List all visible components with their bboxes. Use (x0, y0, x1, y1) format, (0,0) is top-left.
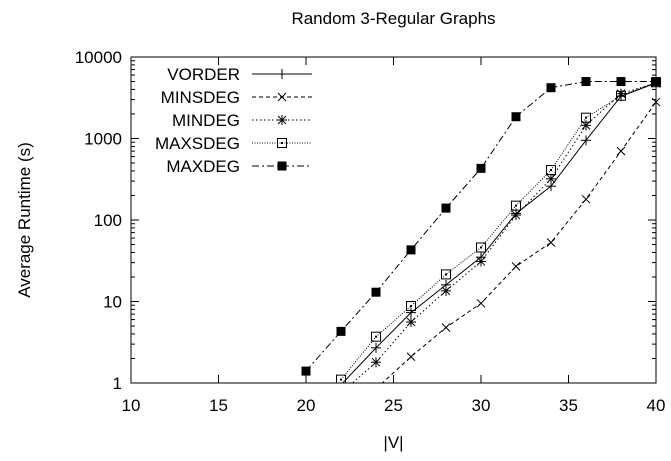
series-line-minsdeg (381, 101, 656, 383)
data-point (441, 323, 451, 332)
x-tick-label: 40 (647, 396, 666, 415)
x-tick-label: 20 (297, 396, 316, 415)
y-tick-label: 10000 (75, 48, 122, 67)
data-point (581, 112, 591, 123)
legend-marker (277, 138, 287, 148)
data-point (406, 301, 416, 312)
data-point (616, 146, 626, 156)
legend-marker (277, 92, 287, 102)
data-point (406, 317, 416, 328)
data-point (476, 242, 486, 253)
legend-label: MAXSDEG (155, 134, 240, 153)
data-point (301, 366, 311, 376)
data-point (441, 203, 451, 213)
chart-title: Random 3-Regular Graphs (291, 9, 495, 28)
data-point (546, 173, 556, 184)
data-point (441, 285, 451, 296)
y-axis-title: Average Runtime (s) (15, 142, 34, 298)
data-point (511, 112, 521, 122)
legend-marker (277, 115, 287, 125)
data-point (336, 374, 346, 383)
y-tick-label: 10 (103, 293, 122, 312)
data-point (546, 238, 556, 247)
series-line-maxdeg (305, 81, 656, 372)
legend-label: VORDER (167, 65, 240, 84)
legend-marker (277, 161, 287, 171)
data-point (616, 77, 626, 87)
x-axis-title: |V| (383, 433, 403, 452)
data-point (336, 326, 346, 336)
data-point (406, 245, 416, 255)
data-point (581, 135, 591, 146)
data-point (371, 342, 381, 353)
data-point (546, 165, 556, 176)
legend-item-maxdeg: MAXDEG (166, 157, 312, 176)
data-point (406, 352, 416, 362)
data-point (511, 210, 521, 221)
series-group (301, 77, 661, 383)
y-tick-label: 1 (113, 374, 122, 393)
series-mindeg (351, 77, 661, 383)
legend-label: MAXDEG (166, 157, 240, 176)
data-point (581, 77, 591, 87)
data-point (476, 163, 486, 173)
series-line-vorder (342, 82, 656, 383)
x-tick-label: 10 (122, 396, 141, 415)
data-point (546, 83, 556, 93)
series-maxdeg (301, 77, 661, 376)
x-tick-label: 35 (559, 396, 578, 415)
data-point (581, 194, 591, 204)
data-point (441, 269, 451, 280)
y-tick-label: 100 (94, 211, 122, 230)
data-point (406, 307, 416, 318)
data-point (616, 88, 626, 99)
data-point (616, 90, 626, 101)
x-tick-label: 15 (209, 396, 228, 415)
data-point (371, 287, 381, 297)
legend-item-maxsdeg: MAXSDEG (155, 134, 312, 153)
legend: VORDER MINSDEG MINDEG MAXSDEG MAXDEG (155, 65, 312, 176)
data-point (511, 261, 521, 271)
series-vorder (342, 77, 661, 383)
series-minsdeg (381, 97, 661, 383)
series-maxsdeg (336, 77, 661, 383)
y-tick-label: 1000 (84, 130, 122, 149)
x-tick-label: 30 (472, 396, 491, 415)
legend-label: MINDEG (172, 111, 240, 130)
data-point (511, 200, 521, 211)
legend-item-minsdeg: MINSDEG (161, 88, 312, 107)
legend-label: MINSDEG (161, 88, 240, 107)
legend-marker (277, 69, 287, 79)
series-line-mindeg (351, 82, 656, 383)
series-line-maxsdeg (340, 81, 656, 380)
data-point (476, 256, 486, 267)
data-point (476, 298, 486, 308)
legend-item-mindeg: MINDEG (172, 111, 312, 130)
x-tick-label: 25 (384, 396, 403, 415)
data-point (371, 331, 381, 342)
data-point (371, 357, 381, 368)
legend-item-vorder: VORDER (167, 65, 312, 84)
